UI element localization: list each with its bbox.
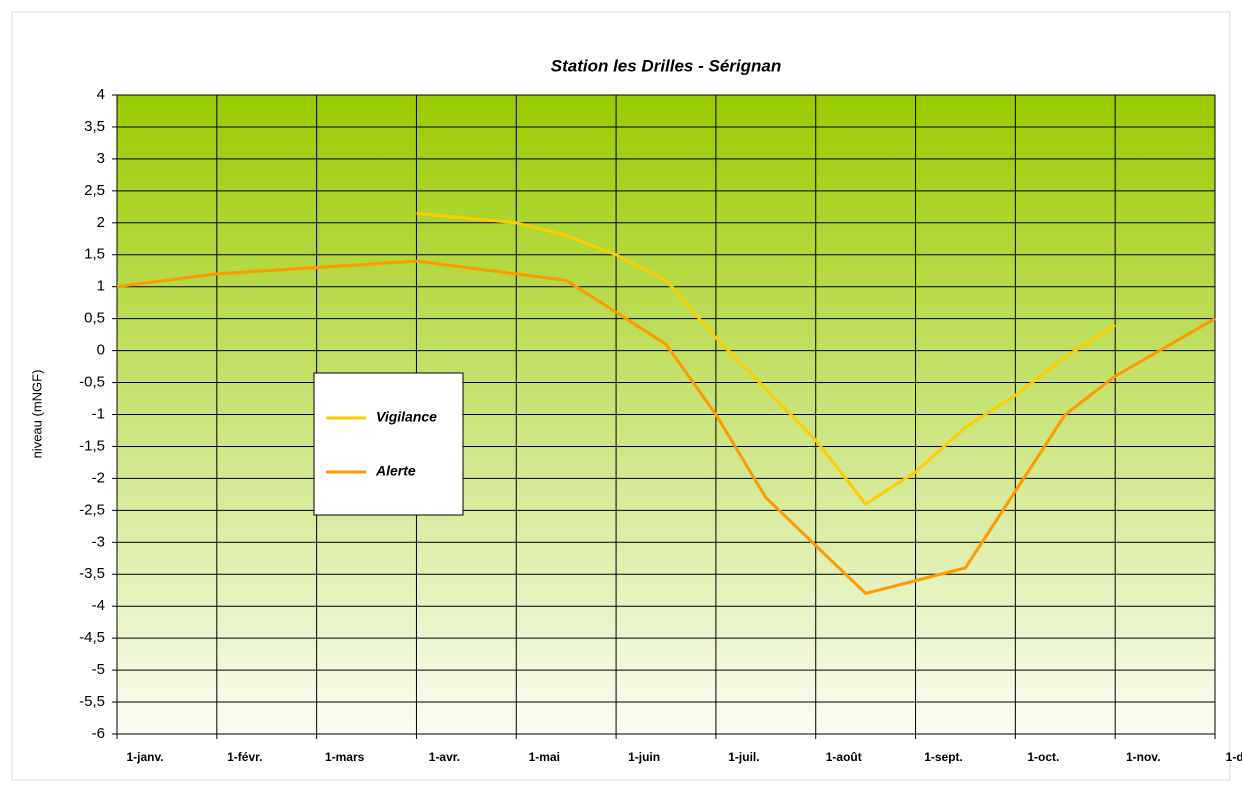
series-line [416,211,1116,506]
y-tick-label: 1,5 [84,246,105,263]
x-tick-label: 1-févr. [227,750,262,764]
y-tick-label: 0 [97,342,105,359]
legend [313,372,464,516]
legend-label: Vigilance [376,409,437,425]
y-tick-label: 3,5 [84,118,105,135]
y-tick-label: 2 [97,214,105,231]
x-tick-label: 1-mars [325,750,365,764]
y-tick-label: -5,5 [79,693,105,710]
legend-label: Alerte [375,463,416,479]
x-tick-label: 1-juil. [728,750,759,764]
y-tick-label: -5 [92,661,105,678]
x-tick-label: 1-nov. [1126,750,1160,764]
y-tick-label: -2,5 [79,501,105,518]
y-tick-label: -2 [92,469,105,486]
x-tick-label: 1-juin [628,750,660,764]
x-tick-label: 1-avr. [429,750,460,764]
y-tick-label: 3 [97,150,105,167]
y-tick-label: 2,5 [84,182,105,199]
x-tick-label: 1-janv. [126,750,163,764]
y-tick-label: -3,5 [79,565,105,582]
series-line [116,259,1216,596]
y-tick-label: 0,5 [84,310,105,327]
y-tick-label: 4 [97,86,105,103]
y-tick-label: -1 [92,405,105,422]
y-tick-label: -0,5 [79,374,105,391]
y-tick-label: -6 [92,725,105,742]
x-tick-label: 1-mai [529,750,560,764]
x-tick-label: 1-août [826,750,862,764]
y-tick-label: -4 [92,597,105,614]
x-tick-label: 1-oct. [1027,750,1059,764]
y-tick-label: -4,5 [79,629,105,646]
y-tick-label: -1,5 [79,437,105,454]
x-tick-label: 1-déc. [1226,750,1242,764]
y-tick-label: -3 [92,533,105,550]
x-tick-label: 1-sept. [924,750,963,764]
y-tick-label: 1 [97,278,105,295]
y-axis-label: niveau (mNGF) [29,370,44,459]
chart-title: Station les Drilles - Sérignan [551,56,782,75]
